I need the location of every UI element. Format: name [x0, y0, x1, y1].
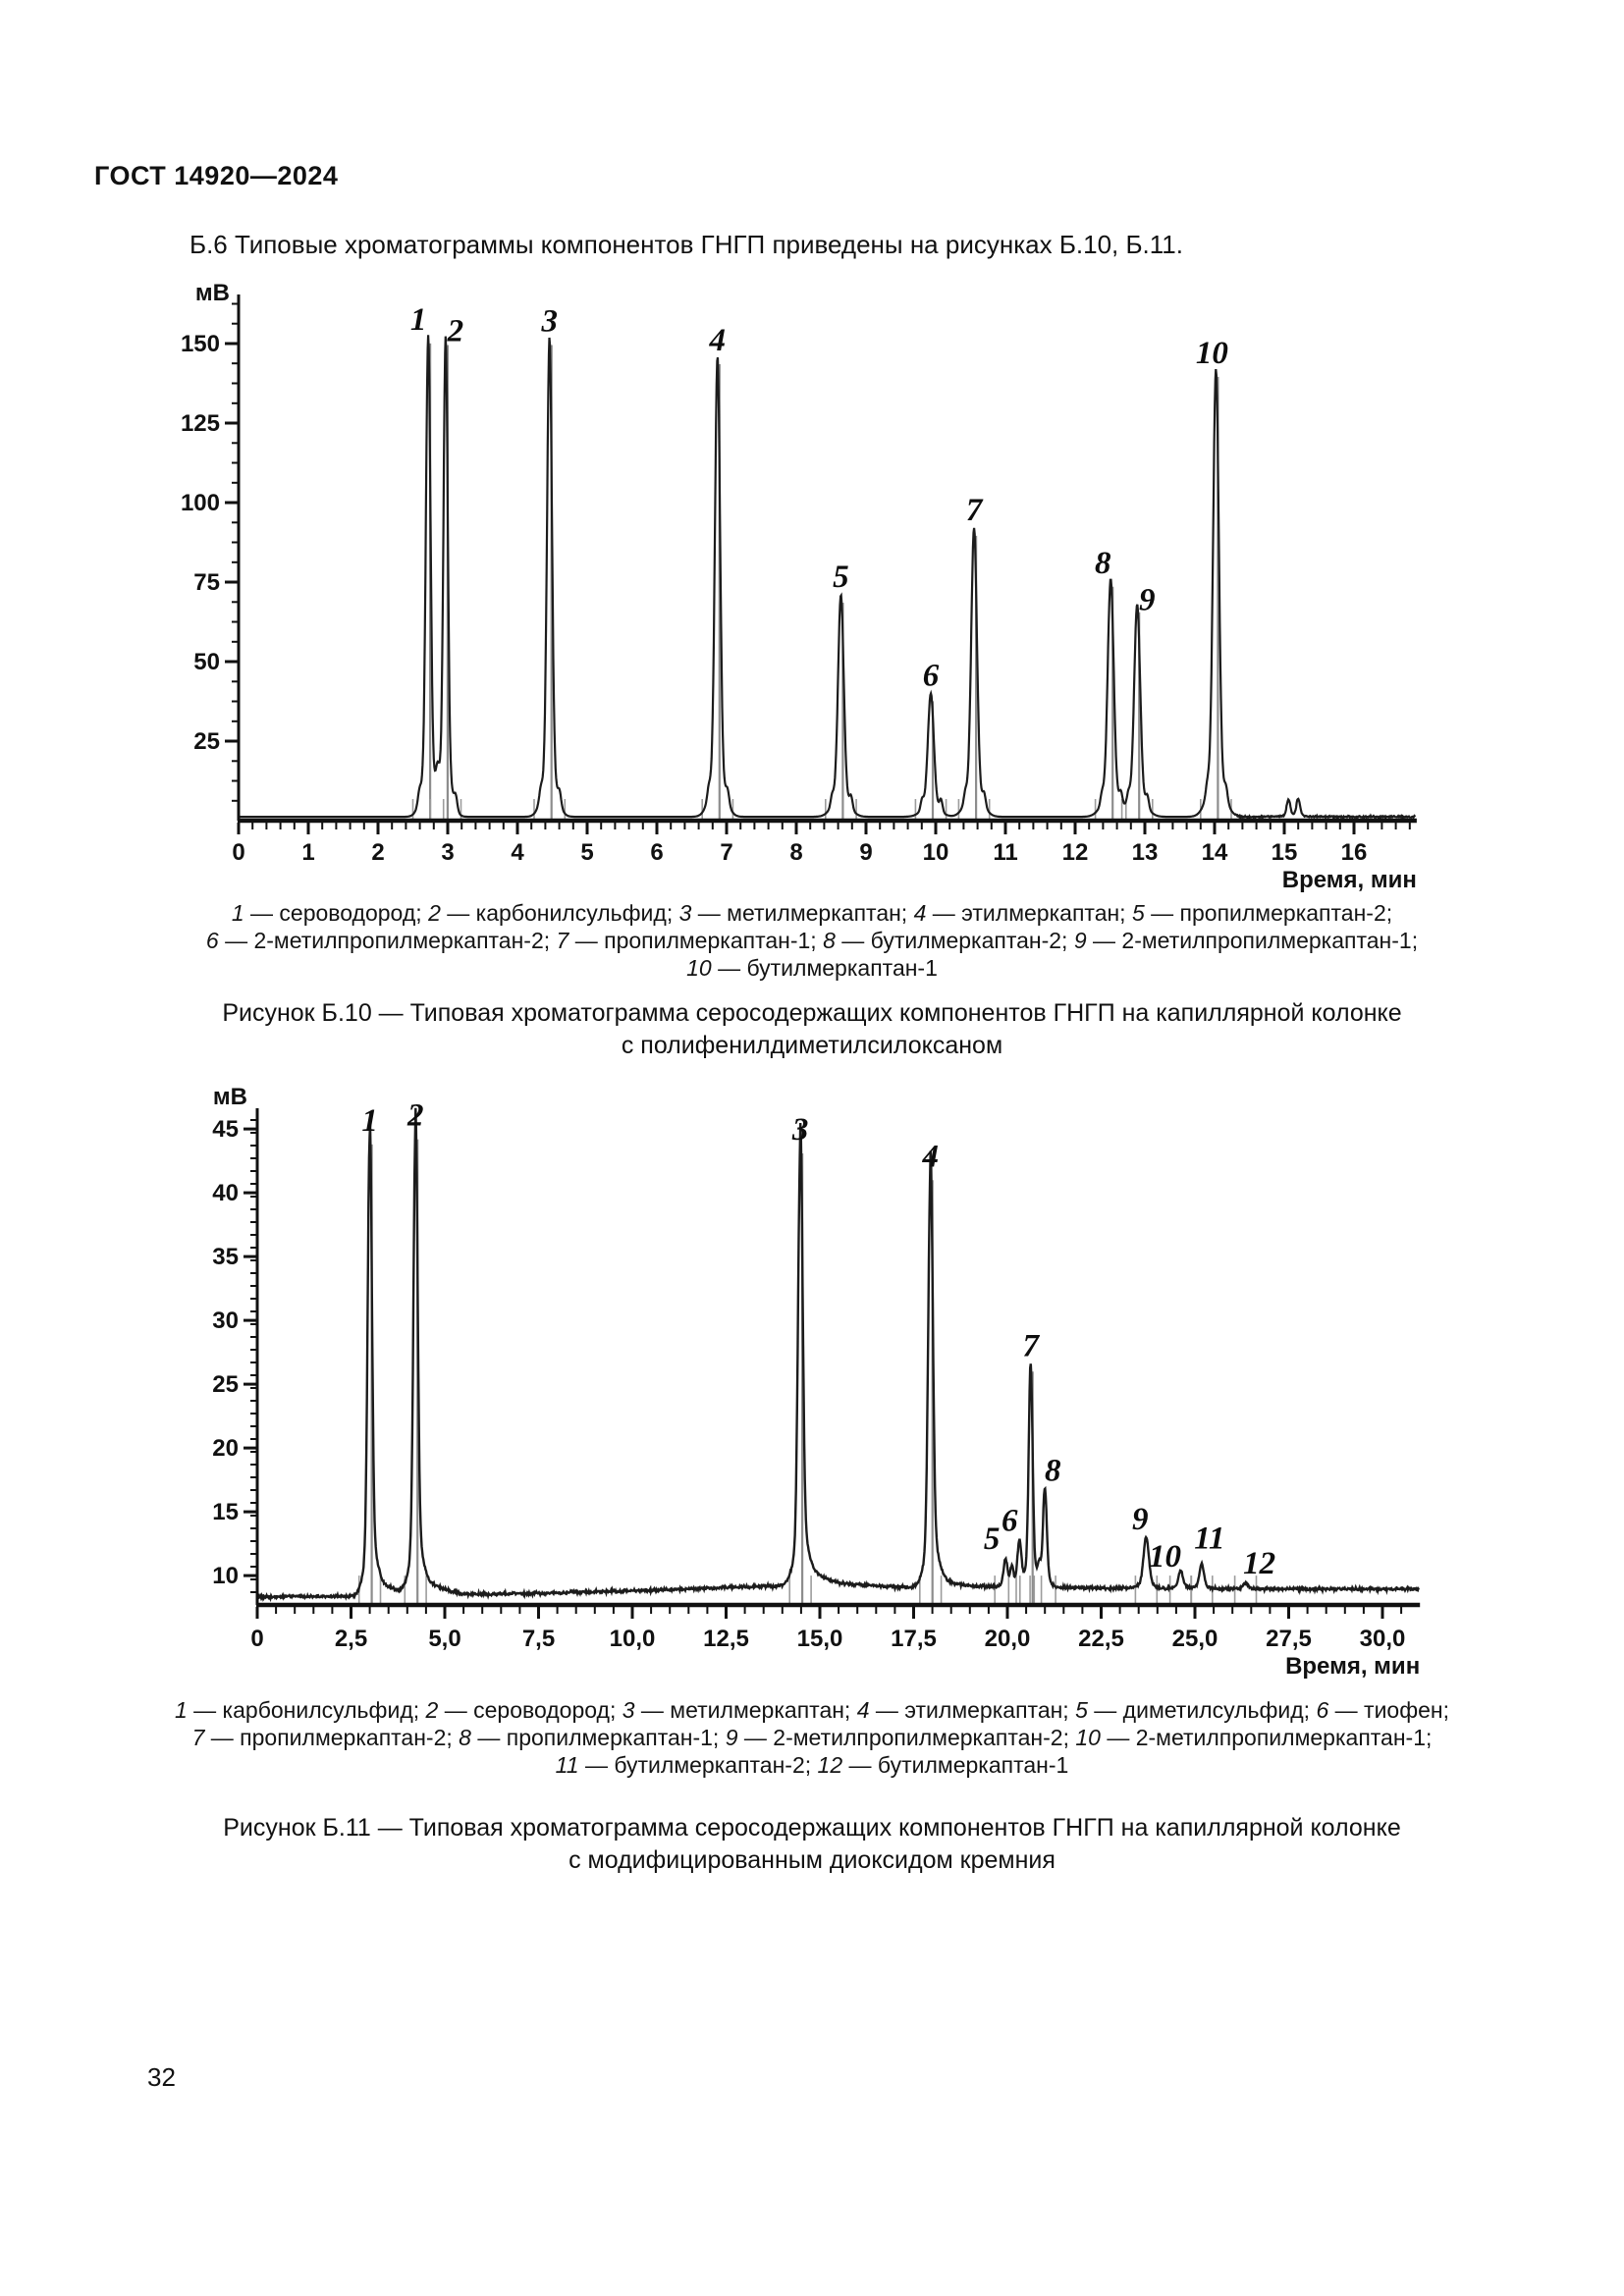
y-tick-label: 100	[181, 490, 220, 516]
peak-label-3: 3	[540, 304, 558, 340]
peak-label-10: 10	[1196, 336, 1228, 371]
peak-label-12: 12	[1243, 1546, 1275, 1581]
text-line: 7 — пропилмеркаптан-2; 8 — пропилмеркапт…	[191, 1725, 1433, 1750]
x-tick-label: 8	[789, 839, 802, 866]
peak-label-4: 4	[921, 1139, 939, 1174]
y-tick-label: 125	[181, 410, 220, 437]
peak-label-2: 2	[447, 314, 464, 349]
x-tick-label: 0	[232, 839, 244, 866]
text-line: 6 — 2-метилпропилмеркаптан-2; 7 — пропил…	[205, 928, 1419, 953]
x-tick-label: 10,0	[610, 1626, 656, 1652]
figure-title-b11: Рисунок Б.11 — Типовая хроматограмма сер…	[79, 1812, 1545, 1877]
peak-label-11: 11	[1194, 1521, 1224, 1556]
y-tick-label: 20	[212, 1435, 239, 1462]
y-tick-label: 25	[212, 1371, 239, 1398]
x-tick-label: 2,5	[335, 1626, 367, 1652]
x-axis-title: Время, мин	[1285, 1653, 1420, 1680]
peak-label-10: 10	[1149, 1539, 1181, 1575]
x-tick-label: 9	[859, 839, 872, 866]
y-tick-label: 75	[193, 569, 220, 596]
x-tick-label: 15,0	[797, 1626, 843, 1652]
x-tick-label: 12,5	[703, 1626, 749, 1652]
peak-label-5: 5	[984, 1522, 1001, 1557]
x-tick-label: 13	[1132, 839, 1159, 866]
x-tick-label: 10	[923, 839, 949, 866]
y-tick-label: 30	[212, 1308, 239, 1334]
peak-label-8: 8	[1095, 546, 1111, 581]
x-axis-title: Время, мин	[1282, 867, 1417, 893]
peak-label-7: 7	[1022, 1328, 1040, 1363]
x-tick-label: 27,5	[1266, 1626, 1312, 1652]
y-tick-label: 10	[212, 1563, 239, 1589]
x-tick-label: 25,0	[1172, 1626, 1218, 1652]
page-header: ГОСТ 14920—2024	[94, 161, 339, 190]
x-tick-label: 11	[993, 839, 1017, 866]
peak-label-6: 6	[1001, 1503, 1018, 1538]
x-tick-label: 3	[441, 839, 454, 866]
x-tick-label: 7	[720, 839, 732, 866]
peak-label-1: 1	[361, 1103, 378, 1139]
y-tick-label: 40	[212, 1180, 239, 1206]
x-tick-label: 5,0	[428, 1626, 460, 1652]
y-tick-label: 15	[212, 1499, 239, 1525]
peak-label-6: 6	[923, 658, 940, 693]
x-tick-label: 7,5	[522, 1626, 555, 1652]
x-tick-label: 5	[580, 839, 593, 866]
peak-label-7: 7	[966, 493, 984, 528]
y-tick-label: 50	[193, 649, 220, 675]
y-tick-label: 35	[212, 1244, 239, 1270]
text-line: 1 — карбонилсульфид; 2 — сероводород; 3 …	[174, 1697, 1450, 1723]
x-tick-label: 2	[371, 839, 384, 866]
x-tick-label: 4	[511, 839, 524, 866]
y-tick-label: 25	[193, 728, 220, 755]
peak-label-5: 5	[833, 560, 849, 595]
x-tick-label: 0	[250, 1626, 263, 1652]
x-tick-label: 20,0	[985, 1626, 1031, 1652]
y-axis-title: мВ	[195, 283, 230, 306]
y-tick-label: 150	[181, 331, 220, 357]
text-line: с модифицированным диоксидом кремния	[568, 1846, 1056, 1874]
x-tick-label: 17,5	[891, 1626, 937, 1652]
chromatogram-trace	[256, 1107, 1421, 1603]
x-tick-label: 16	[1341, 839, 1368, 866]
caption-b10: 1 — сероводород; 2 — карбонилсульфид; 3 …	[79, 899, 1545, 982]
intro-paragraph: Б.6 Типовые хроматограммы компонентов ГН…	[189, 230, 1183, 259]
text-line: с полифенилдиметилсилоксаном	[621, 1032, 1003, 1059]
y-axis-title: мВ	[213, 1084, 247, 1110]
x-tick-label: 14	[1202, 839, 1228, 866]
peak-label-9: 9	[1132, 1502, 1149, 1537]
text-line: 11 — бутилмеркаптан-2; 12 — бутилмеркапт…	[555, 1752, 1069, 1778]
x-tick-label: 30,0	[1360, 1626, 1406, 1652]
x-tick-label: 6	[650, 839, 663, 866]
x-tick-label: 1	[301, 839, 314, 866]
peak-label-2: 2	[406, 1098, 424, 1134]
x-tick-label: 12	[1062, 839, 1089, 866]
caption-b11: 1 — карбонилсульфид; 2 — сероводород; 3 …	[79, 1696, 1545, 1779]
x-tick-label: 22,5	[1078, 1626, 1124, 1652]
x-tick-label: 15	[1272, 839, 1298, 866]
chromatogram-trace	[239, 335, 1417, 821]
text-line: Рисунок Б.10 — Типовая хроматограмма сер…	[222, 999, 1402, 1027]
y-tick-label: 45	[212, 1116, 239, 1143]
peak-label-3: 3	[791, 1112, 809, 1148]
text-line: 1 — сероводород; 2 — карбонилсульфид; 3 …	[231, 900, 1393, 926]
text-line: Рисунок Б.11 — Типовая хроматограмма сер…	[223, 1814, 1401, 1842]
peak-label-4: 4	[709, 323, 727, 358]
figure-title-b10: Рисунок Б.10 — Типовая хроматограмма сер…	[79, 997, 1545, 1062]
page-number: 32	[147, 2062, 176, 2092]
peak-label-9: 9	[1139, 583, 1156, 618]
text-line: 10 — бутилмеркаптан-1	[686, 955, 938, 981]
peak-label-1: 1	[410, 302, 427, 338]
peak-label-8: 8	[1045, 1454, 1061, 1489]
